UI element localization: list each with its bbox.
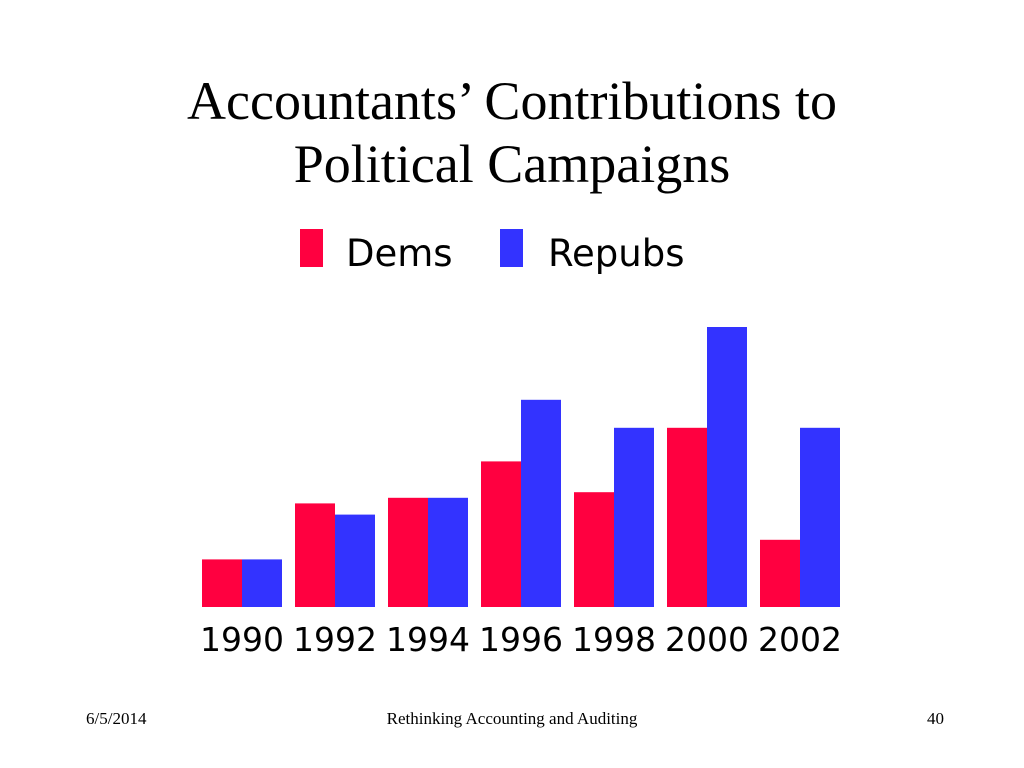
legend-swatch-repubs [500,229,523,267]
chart-legend: Dems Repubs [300,229,685,275]
bar-repubs-1996 [521,399,561,607]
chart-bars [202,327,840,607]
footer-title: Rethinking Accounting and Auditing [386,709,638,728]
bar-repubs-2002 [800,427,840,607]
footer-page-number: 40 [927,709,944,728]
slide-title: Accountants’ Contributions to Political … [0,70,1024,196]
x-tick-label-1996: 1996 [479,620,563,659]
bar-repubs-1990 [242,559,282,607]
bar-dems-1992 [295,503,335,607]
bar-repubs-2000 [707,327,747,607]
legend-label-dems: Dems [346,232,453,275]
bar-dems-1998 [574,492,614,607]
x-tick-label-2002: 2002 [758,620,842,659]
legend-label-repubs: Repubs [548,232,685,275]
bar-dems-1994 [388,497,428,607]
x-tick-label-1998: 1998 [572,620,656,659]
x-tick-label-1990: 1990 [200,620,284,659]
bar-dems-1990 [202,559,242,607]
legend-swatch-dems [300,229,323,267]
x-axis-tick-labels: 1990 1992 1994 1996 1998 2000 2002 [200,620,842,659]
slide-title-line-1: Accountants’ Contributions to [187,71,837,131]
bar-repubs-1998 [614,427,654,607]
bar-repubs-1994 [428,497,468,607]
x-tick-label-1994: 1994 [386,620,470,659]
x-tick-label-2000: 2000 [665,620,749,659]
bar-dems-2000 [667,427,707,607]
x-tick-label-1992: 1992 [293,620,377,659]
bar-repubs-1992 [335,514,375,607]
bar-dems-2002 [760,539,800,607]
footer-date: 6/5/2014 [86,709,147,728]
bar-dems-1996 [481,461,521,607]
slide-title-line-2: Political Campaigns [293,134,731,194]
